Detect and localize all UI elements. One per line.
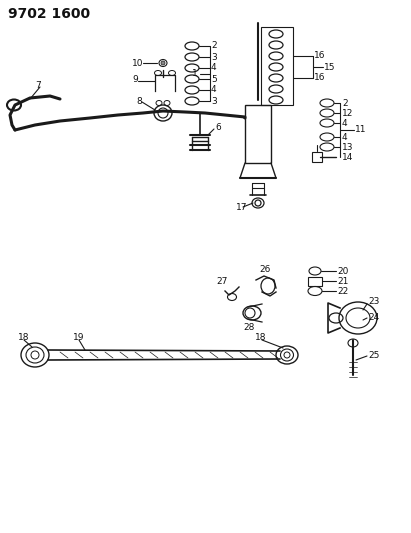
Text: 4: 4 <box>211 63 217 72</box>
Text: 24: 24 <box>368 313 379 322</box>
Text: 12: 12 <box>342 109 353 117</box>
Text: 1: 1 <box>192 69 198 78</box>
Text: 8: 8 <box>136 96 142 106</box>
Text: 25: 25 <box>368 351 379 359</box>
Text: 4: 4 <box>342 133 348 141</box>
Text: 9: 9 <box>132 76 138 85</box>
Text: 9702 1600: 9702 1600 <box>8 7 90 21</box>
Bar <box>261 27 293 105</box>
Bar <box>308 277 322 286</box>
Text: 22: 22 <box>337 287 348 295</box>
Text: 2: 2 <box>211 42 217 51</box>
Text: 10: 10 <box>132 59 143 68</box>
Bar <box>312 152 322 162</box>
Text: 28: 28 <box>243 322 255 332</box>
Ellipse shape <box>161 61 165 65</box>
Text: 20: 20 <box>337 266 349 276</box>
Text: 11: 11 <box>355 125 367 134</box>
Text: 18: 18 <box>18 333 30 342</box>
Text: 16: 16 <box>314 52 326 61</box>
Text: 17: 17 <box>236 204 247 213</box>
Text: 26: 26 <box>259 265 271 274</box>
Text: 15: 15 <box>324 62 335 71</box>
Text: 19: 19 <box>73 333 85 342</box>
Text: 2: 2 <box>342 99 348 108</box>
Text: 5: 5 <box>211 75 217 84</box>
Text: 23: 23 <box>368 297 379 306</box>
Text: 16: 16 <box>314 74 326 83</box>
Text: 3: 3 <box>211 52 217 61</box>
Text: 18: 18 <box>255 333 266 342</box>
Text: 4: 4 <box>342 118 348 127</box>
Bar <box>245 105 271 163</box>
Text: 13: 13 <box>342 142 353 151</box>
Text: 27: 27 <box>216 278 228 287</box>
Text: 4: 4 <box>211 85 217 94</box>
Text: 6: 6 <box>215 124 221 133</box>
Text: 3: 3 <box>211 96 217 106</box>
Text: 7: 7 <box>35 80 41 90</box>
Text: 21: 21 <box>337 277 349 286</box>
Text: 14: 14 <box>342 152 353 161</box>
